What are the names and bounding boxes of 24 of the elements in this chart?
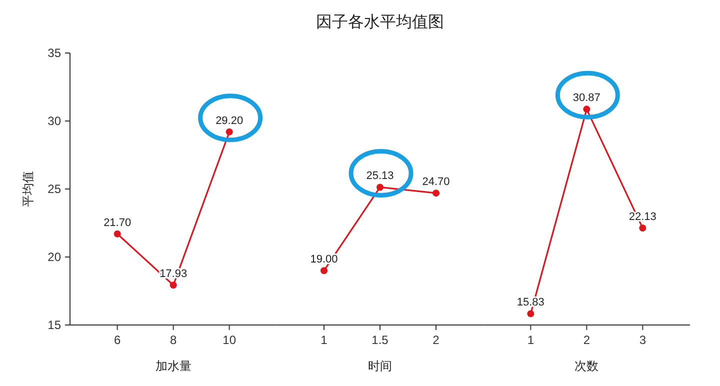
data-label: 29.20	[216, 114, 244, 127]
data-label: 25.13	[366, 170, 394, 182]
y-tick-label: 15	[48, 318, 62, 332]
data-label: 24.70	[422, 176, 450, 188]
y-tick-label: 25	[48, 182, 62, 196]
x-tick-label: 2	[432, 333, 440, 347]
x-tick-label: 1	[320, 333, 328, 347]
chart-title: 因子各水平均值图	[316, 13, 444, 31]
y-tick-label: 30	[48, 114, 62, 128]
x-tick-label: 3	[639, 333, 646, 347]
y-axis-title: 平均值	[21, 171, 35, 207]
data-label: 30.87	[572, 92, 600, 104]
y-tick-label: 20	[48, 250, 62, 264]
x-axis-title: 次数	[574, 359, 599, 373]
x-tick-label: 1.5	[372, 333, 389, 347]
x-tick-label: 2	[583, 333, 590, 347]
x-axis-title: 加水量	[155, 359, 192, 373]
y-tick-label: 35	[48, 46, 62, 60]
x-tick-label: 8	[170, 333, 177, 347]
x-tick-label: 1	[527, 333, 534, 347]
x-axis-title: 时间	[368, 359, 392, 373]
x-tick-label: 6	[114, 333, 121, 347]
x-tick-label: 10	[222, 333, 236, 347]
data-label: 21.70	[104, 216, 132, 229]
